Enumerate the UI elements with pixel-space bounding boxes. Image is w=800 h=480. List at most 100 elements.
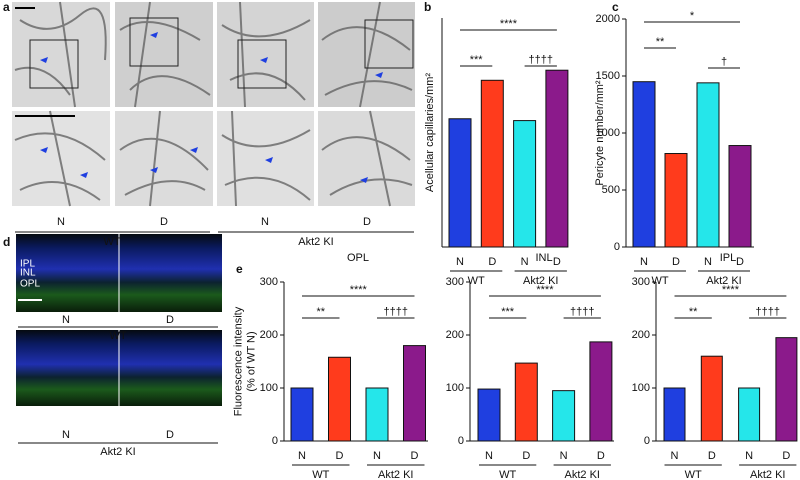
significance: †††† — [570, 306, 594, 318]
significance: **** — [500, 18, 518, 30]
panel-label: a — [3, 0, 10, 14]
layer-label: INL — [20, 268, 36, 279]
y-tick-label: 100 — [446, 382, 464, 394]
chart-title: OPL — [347, 252, 369, 264]
significance: †††† — [529, 54, 553, 66]
significance: †††† — [384, 306, 408, 318]
significance: †††† — [756, 306, 780, 318]
bar — [545, 69, 569, 248]
bar — [664, 153, 688, 248]
condition-label: N — [261, 216, 269, 228]
condition-label: N — [57, 216, 65, 228]
x-tick-label: D — [553, 256, 561, 268]
bar — [448, 118, 472, 248]
bar — [480, 79, 504, 248]
x-tick-label: D — [488, 256, 496, 268]
x-tick-label: D — [597, 450, 605, 462]
x-tick-label: D — [522, 450, 530, 462]
y-tick-label: 500 — [602, 184, 620, 196]
y-tick-label: 0 — [458, 435, 464, 447]
x-tick-label: D — [672, 256, 680, 268]
bar — [663, 387, 686, 442]
bar — [477, 388, 501, 442]
group-label: WT — [468, 275, 485, 287]
panel-label: b — [424, 0, 431, 14]
significance: **** — [536, 284, 554, 296]
condition-label: D — [166, 314, 174, 326]
significance: **** — [350, 284, 368, 296]
x-tick-label: N — [298, 450, 306, 462]
bar — [700, 355, 723, 442]
condition-label: N — [62, 314, 70, 326]
x-tick-label: D — [708, 450, 716, 462]
x-tick-label: D — [736, 256, 744, 268]
significance: † — [721, 56, 727, 68]
x-tick-label: N — [521, 256, 529, 268]
y-tick-label: 1000 — [596, 127, 620, 139]
group-label: Akt2 KI — [100, 446, 135, 458]
x-tick-label: D — [336, 450, 344, 462]
significance: **** — [722, 284, 740, 296]
group-label: WT — [685, 469, 702, 480]
layer-label: IPL — [20, 259, 35, 270]
y-axis-label: (% of WT N) — [245, 331, 257, 391]
y-tick-label: 1500 — [596, 70, 620, 82]
panel-label: d — [3, 235, 10, 249]
group-label: WT — [651, 275, 668, 287]
condition-label: D — [160, 216, 168, 228]
y-tick-label: 300 — [446, 276, 464, 288]
y-tick-label: 0 — [272, 435, 278, 447]
chart-title: INL — [535, 252, 552, 264]
x-tick-label: N — [640, 256, 648, 268]
significance: ** — [689, 306, 698, 318]
retina-images — [16, 234, 222, 444]
significance: *** — [470, 54, 484, 66]
y-tick-label: 100 — [260, 382, 278, 394]
bar — [403, 345, 426, 442]
x-tick-label: D — [411, 450, 419, 462]
x-tick-label: N — [485, 450, 493, 462]
x-tick-label: N — [373, 450, 381, 462]
x-tick-label: D — [782, 450, 790, 462]
x-tick-label: N — [671, 450, 679, 462]
bar — [365, 387, 389, 442]
condition-label: N — [62, 429, 70, 441]
x-tick-label: N — [560, 450, 568, 462]
y-axis-label: Acellular capillaries/mm² — [424, 73, 436, 193]
y-tick-label: 200 — [260, 329, 278, 341]
y-tick-label: 100 — [632, 382, 650, 394]
group-label: Akt2 KI — [523, 275, 558, 287]
y-axis-label: Pericyte number/mm² — [594, 80, 606, 185]
panel-label: c — [612, 0, 619, 14]
y-tick-label: 0 — [644, 435, 650, 447]
micrographs — [12, 1, 415, 233]
y-tick-label: 2000 — [596, 13, 620, 25]
bar — [589, 341, 613, 442]
bar — [328, 356, 351, 442]
y-tick-label: 300 — [632, 276, 650, 288]
bar — [514, 362, 538, 442]
y-tick-label: 0 — [614, 241, 620, 253]
significance: ** — [316, 306, 325, 318]
y-axis-label: Fluorescence intensity — [232, 306, 244, 416]
bar — [696, 82, 720, 248]
x-tick-label: N — [704, 256, 712, 268]
significance: ** — [656, 36, 665, 48]
group-label: Akt2 KI — [298, 236, 333, 248]
bar — [775, 337, 798, 442]
y-tick-label: 200 — [632, 329, 650, 341]
bar — [513, 120, 537, 248]
bar — [738, 387, 761, 442]
group-label: WT — [103, 236, 120, 248]
panel-label: e — [236, 262, 243, 276]
y-tick-label: 200 — [446, 329, 464, 341]
group-label: Akt2 KI — [565, 469, 600, 480]
layer-label: OPL — [20, 279, 40, 290]
bar — [728, 145, 752, 248]
condition-label: D — [166, 429, 174, 441]
group-label: Akt2 KI — [706, 275, 741, 287]
chart-title: IPL — [720, 252, 737, 264]
group-label: WT — [312, 469, 329, 480]
y-tick-label: 300 — [260, 276, 278, 288]
